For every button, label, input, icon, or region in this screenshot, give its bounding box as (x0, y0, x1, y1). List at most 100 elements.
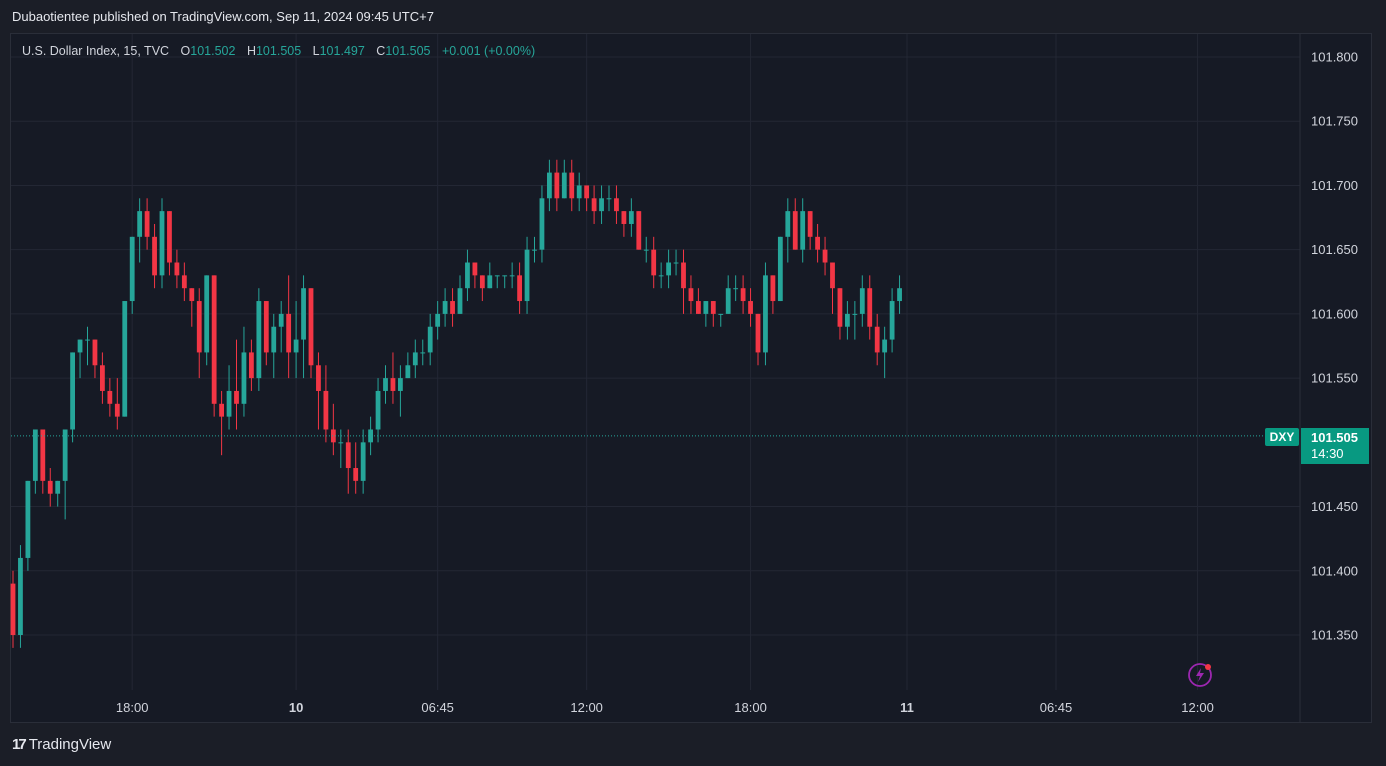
candle-up (845, 313, 850, 327)
candle-down (636, 211, 642, 250)
candle-up (599, 198, 604, 212)
candle-up (25, 480, 31, 558)
candle-up (763, 275, 768, 353)
x-tick-label: 12:00 (570, 700, 603, 715)
candle-down (651, 249, 657, 276)
candle-up (606, 198, 612, 200)
candle-up (673, 262, 679, 264)
candle-up (882, 339, 888, 353)
candle-down (815, 236, 820, 250)
candle-down (770, 275, 776, 302)
candle-up (852, 313, 858, 315)
candle-up (502, 275, 508, 277)
candle-up (457, 288, 463, 314)
candle-down (316, 365, 321, 391)
high-value: 101.505 (255, 44, 302, 58)
candle-down (822, 249, 828, 263)
x-tick-label: 12:00 (1181, 700, 1214, 715)
candle-up (293, 339, 299, 353)
candle-down (874, 326, 880, 353)
candle-down (479, 275, 485, 289)
close-value: 101.505 (385, 44, 431, 58)
candle-up (412, 352, 418, 366)
candle-down (330, 429, 336, 443)
candle-up (271, 326, 277, 353)
x-tick-label: 11 (900, 700, 914, 715)
candle-down (830, 262, 835, 289)
brand-name: TradingView (28, 736, 112, 753)
candle-up (859, 288, 865, 314)
candle-up (77, 339, 83, 353)
candle-up (532, 249, 537, 251)
lightning-icon[interactable] (1187, 662, 1213, 688)
candle-up (360, 442, 366, 481)
candle-down (308, 288, 314, 366)
x-tick-label: 06:45 (421, 700, 454, 715)
candle-up (547, 172, 552, 199)
y-tick-label: 101.800 (1311, 50, 1358, 65)
candle-up (658, 275, 664, 277)
symbol-title[interactable]: U.S. Dollar Index, 15, TVC (22, 44, 170, 58)
y-tick-label: 101.350 (1311, 628, 1358, 643)
y-tick-label: 101.750 (1311, 114, 1358, 129)
candle-down (234, 390, 239, 404)
candle-down (681, 262, 686, 289)
candle-down (219, 403, 224, 417)
candle-up (718, 313, 724, 315)
candle-up (561, 172, 567, 199)
candle-down (867, 288, 873, 327)
candle-down (554, 172, 560, 199)
candle-up (338, 442, 344, 444)
candle-down (450, 301, 455, 314)
candle-down (472, 262, 478, 276)
candle-down (189, 288, 195, 302)
candle-down (47, 480, 53, 494)
y-tick-label: 101.600 (1311, 306, 1358, 321)
candle-down (249, 352, 254, 379)
candle-up (137, 211, 143, 237)
candle-up (435, 313, 441, 327)
x-tick-label: 10 (289, 700, 303, 715)
y-tick-label: 101.550 (1311, 371, 1358, 386)
candle-down (10, 583, 16, 635)
candle-up (256, 301, 262, 379)
candle-up (398, 378, 403, 391)
candle-up (32, 429, 38, 481)
candle-up (420, 352, 426, 354)
candle-down (92, 339, 98, 366)
candle-up (539, 198, 545, 250)
candle-down (748, 301, 753, 314)
candle-down (807, 211, 813, 237)
candle-down (345, 442, 351, 469)
candle-down (584, 185, 590, 199)
candle-up (494, 275, 500, 277)
candle-down (167, 211, 172, 263)
low-value: 101.497 (319, 44, 365, 58)
open-value: 101.502 (190, 44, 236, 58)
x-tick-label: 06:45 (1040, 700, 1073, 715)
candle-up (368, 429, 373, 443)
candle-up (85, 339, 90, 341)
candle-up (375, 390, 381, 430)
candle-up (897, 288, 902, 302)
candle-down (286, 313, 292, 353)
candle-up (427, 326, 433, 353)
candle-up (524, 249, 530, 302)
candle-up (442, 301, 448, 314)
candle-up (301, 288, 306, 340)
candle-down (688, 288, 694, 302)
y-tick-label: 101.450 (1311, 499, 1358, 514)
open-label: O (180, 44, 191, 58)
candle-down (107, 390, 113, 404)
candle-up (159, 211, 165, 276)
candle-up (62, 429, 68, 481)
candle-up (643, 249, 649, 251)
last-price-tag: 101.505 14:30 (1301, 428, 1369, 464)
candle-down (696, 301, 701, 314)
candle-up (785, 211, 791, 237)
change-value: +0.001 (+0.00%) (441, 44, 536, 58)
x-tick-label: 18:00 (116, 700, 149, 715)
candle-up (703, 301, 709, 314)
footer-brand[interactable]: 17 TradingView (12, 736, 111, 753)
